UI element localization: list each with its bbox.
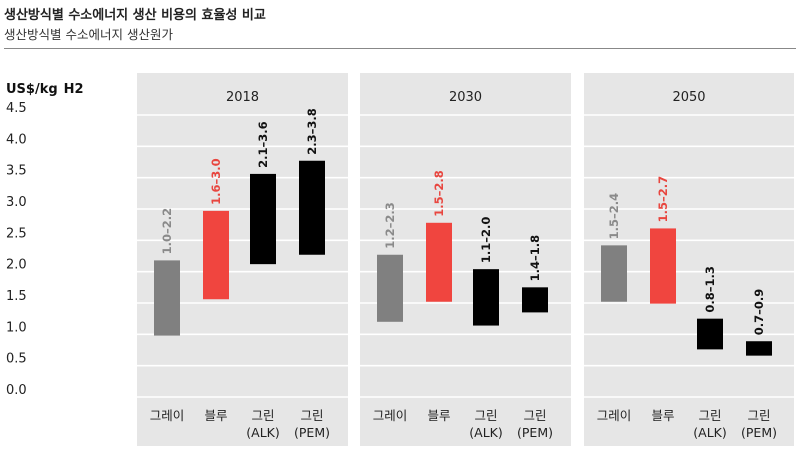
category-label: 그레이 <box>597 408 632 423</box>
range-label: 1.5–2.4 <box>607 193 621 240</box>
range-bar <box>650 228 676 304</box>
y-tick-label: 1.5 <box>6 289 27 304</box>
y-tick-label: 0.5 <box>6 352 27 367</box>
category-sublabel: (ALK) <box>693 425 726 440</box>
range-label: 0.8–1.3 <box>703 266 717 313</box>
category-label: 그린 <box>474 408 497 423</box>
range-label: 1.4–1.8 <box>528 235 542 282</box>
category-label: 그레이 <box>150 408 185 423</box>
y-tick-label: 2.0 <box>6 258 27 273</box>
range-bar <box>426 222 452 302</box>
range-bar <box>601 245 627 302</box>
page-subtitle: 생산방식별 수소에너지 생산원가 <box>4 27 173 42</box>
y-tick-label: 3.0 <box>6 195 27 210</box>
category-label: 그레이 <box>373 408 408 423</box>
category-label: 블루 <box>651 408 674 423</box>
range-bar <box>154 260 180 336</box>
y-tick-label: 4.0 <box>6 132 27 147</box>
category-label: 그린 <box>251 408 274 423</box>
range-label: 1.2–2.3 <box>383 202 397 249</box>
range-label: 1.5–2.8 <box>432 170 446 217</box>
y-tick-label: 4.5 <box>6 101 27 116</box>
category-label: 그린 <box>698 408 721 423</box>
page-title: 생산방식별 수소에너지 생산 비용의 효율성 비교 <box>4 8 266 23</box>
y-tick-label: 0.0 <box>6 383 27 398</box>
category-sublabel: (PEM) <box>294 425 330 440</box>
period-label: 2050 <box>672 90 705 105</box>
range-label: 1.6–3.0 <box>209 158 223 205</box>
range-bar <box>522 287 548 313</box>
y-axis-label: US$/kg H2 <box>6 82 84 97</box>
y-tick-label: 1.0 <box>6 320 27 335</box>
range-bar <box>746 341 772 356</box>
range-label: 2.1–3.6 <box>256 121 270 168</box>
category-sublabel: (ALK) <box>246 425 279 440</box>
period-label: 2018 <box>226 90 259 105</box>
category-label: 그린 <box>747 408 770 423</box>
period-panel-2018 <box>137 73 348 446</box>
range-bar <box>203 210 229 300</box>
title-divider <box>4 48 796 49</box>
range-bar <box>299 160 325 255</box>
range-bar <box>473 269 499 326</box>
category-label: 그린 <box>523 408 546 423</box>
category-label: 블루 <box>427 408 450 423</box>
category-label: 블루 <box>204 408 227 423</box>
range-bar <box>377 254 403 322</box>
category-sublabel: (PEM) <box>741 425 777 440</box>
range-bar <box>697 318 723 350</box>
range-label: 0.7–0.9 <box>752 289 766 336</box>
category-sublabel: (PEM) <box>517 425 553 440</box>
range-label: 1.5–2.7 <box>656 176 670 223</box>
range-label: 1.1–2.0 <box>479 217 493 264</box>
y-tick-label: 2.5 <box>6 226 27 241</box>
range-bar <box>250 173 276 265</box>
period-label: 2030 <box>449 90 482 105</box>
range-label: 2.3–3.8 <box>305 108 319 155</box>
range-label: 1.0–2.2 <box>160 208 174 255</box>
category-label: 그린 <box>300 408 323 423</box>
y-tick-label: 3.5 <box>6 164 27 179</box>
category-sublabel: (ALK) <box>469 425 502 440</box>
